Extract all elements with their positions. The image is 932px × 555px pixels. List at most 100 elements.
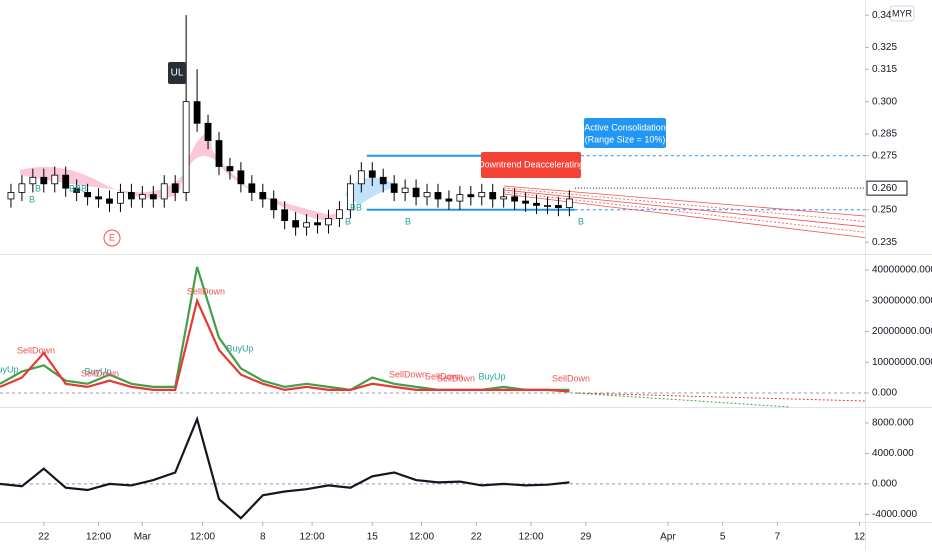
candle-body	[544, 205, 551, 207]
x-tick-label: 8	[260, 532, 266, 543]
buy-marker: BBB	[69, 183, 87, 193]
candle-body	[467, 194, 475, 198]
buy-marker: BB	[350, 202, 362, 212]
candle-body	[215, 140, 223, 167]
candle-body	[226, 166, 234, 172]
currency-box[interactable]	[889, 5, 915, 22]
candle-body	[18, 183, 26, 193]
trend-line	[503, 187, 866, 222]
candle-body	[95, 196, 102, 200]
y-tick-label: 8000.000	[872, 418, 914, 429]
x-tick-label: 7	[775, 532, 781, 543]
y-tick-label: -4000.000	[872, 509, 917, 520]
trend-line	[503, 185, 866, 217]
candle-body	[106, 198, 113, 204]
consolidation-label: Active Consolidation	[584, 122, 666, 132]
projection	[574, 392, 866, 402]
downtrend-tag	[481, 152, 581, 178]
candle-body	[193, 101, 201, 124]
consolidation-label: (Range Size = 10%)	[585, 134, 666, 144]
signal-label: SellDown	[437, 373, 475, 383]
y-tick-label: 0.34	[872, 10, 892, 21]
y-tick-label: 0.315	[872, 64, 897, 75]
candle-body	[303, 222, 310, 228]
y-tick-label: 0.250	[872, 204, 897, 215]
indicator-line	[0, 415, 570, 520]
candle-body	[182, 101, 190, 193]
x-tick-label: 12:00	[190, 532, 215, 543]
y-tick-label: 0.000	[872, 388, 897, 399]
x-tick-label: 5	[720, 532, 726, 543]
candle-body	[533, 202, 540, 206]
trend-line	[503, 191, 866, 233]
x-tick-label: 12:00	[300, 532, 325, 543]
downtrend-label: Downtrend Deaccelerating	[478, 159, 584, 169]
y-tick-label: 0.285	[872, 129, 897, 140]
candle-body	[325, 218, 332, 226]
candle-body	[412, 187, 420, 198]
x-tick-label: Apr	[660, 532, 676, 543]
y-tick-label: 20000000.000	[872, 326, 932, 337]
y-tick-label: 40000000.000	[872, 265, 932, 276]
candle-body	[237, 170, 245, 185]
buy-marker: B	[345, 216, 351, 226]
x-tick-label: 12	[854, 532, 866, 543]
candle-body	[149, 194, 157, 200]
buy-marker: B	[29, 194, 35, 204]
candle-body	[270, 198, 278, 211]
candle-body	[292, 220, 300, 228]
buy-marker: B	[35, 183, 41, 193]
y-tick-label: 0.325	[872, 42, 897, 53]
signal-label: SellDown	[187, 286, 225, 296]
y-tick-label: 0.000	[872, 479, 897, 490]
y-tick-label: 30000000.000	[872, 295, 932, 306]
earnings-label: E	[109, 232, 115, 242]
x-tick-label: 22	[471, 532, 483, 543]
x-tick-label: 15	[367, 532, 379, 543]
candle-body	[138, 194, 146, 200]
earnings-marker	[103, 229, 121, 247]
y-tick-label: 0.235	[872, 237, 897, 248]
signal-label: SellDown	[552, 373, 590, 383]
indicator-line	[0, 297, 570, 393]
ema-band	[20, 130, 340, 221]
candle-body	[127, 192, 135, 200]
candle-body	[29, 176, 37, 185]
candle-body	[401, 187, 409, 193]
signal-label: BuyUp	[226, 343, 253, 353]
y-tick-label: 0.275	[872, 150, 897, 161]
candle-body	[379, 176, 387, 185]
ul-label: UL	[171, 68, 184, 79]
candle-body	[368, 170, 376, 178]
signal-label: SellDown	[81, 368, 119, 378]
x-tick-label: 12:00	[86, 532, 111, 543]
x-tick-label: 12:00	[409, 532, 434, 543]
candle-body	[423, 192, 431, 198]
candle-body	[314, 222, 321, 226]
candle-body	[259, 192, 267, 200]
buy-marker: B	[405, 216, 411, 226]
candle-body	[478, 192, 486, 198]
candle-body	[7, 192, 15, 200]
signal-label: SellDown	[425, 371, 463, 381]
x-tick-label: Mar	[134, 532, 152, 543]
candle-body	[555, 205, 562, 208]
candle-body	[204, 122, 212, 141]
consolidation-tag	[584, 118, 666, 148]
candle-body	[445, 198, 453, 202]
candle-body	[248, 183, 256, 193]
candle-body	[346, 183, 354, 211]
ema-band	[345, 177, 400, 205]
candle-body	[281, 209, 289, 221]
signal-label: BuyUp	[84, 366, 111, 376]
candle-body	[522, 200, 529, 204]
candle-body	[62, 174, 70, 189]
candle-body	[357, 170, 365, 185]
trend-line	[503, 189, 866, 228]
currency: MYR	[892, 8, 913, 18]
last-price-label: 0.260	[872, 183, 897, 194]
buy-marker: B	[578, 216, 584, 226]
candle-body	[117, 192, 124, 204]
